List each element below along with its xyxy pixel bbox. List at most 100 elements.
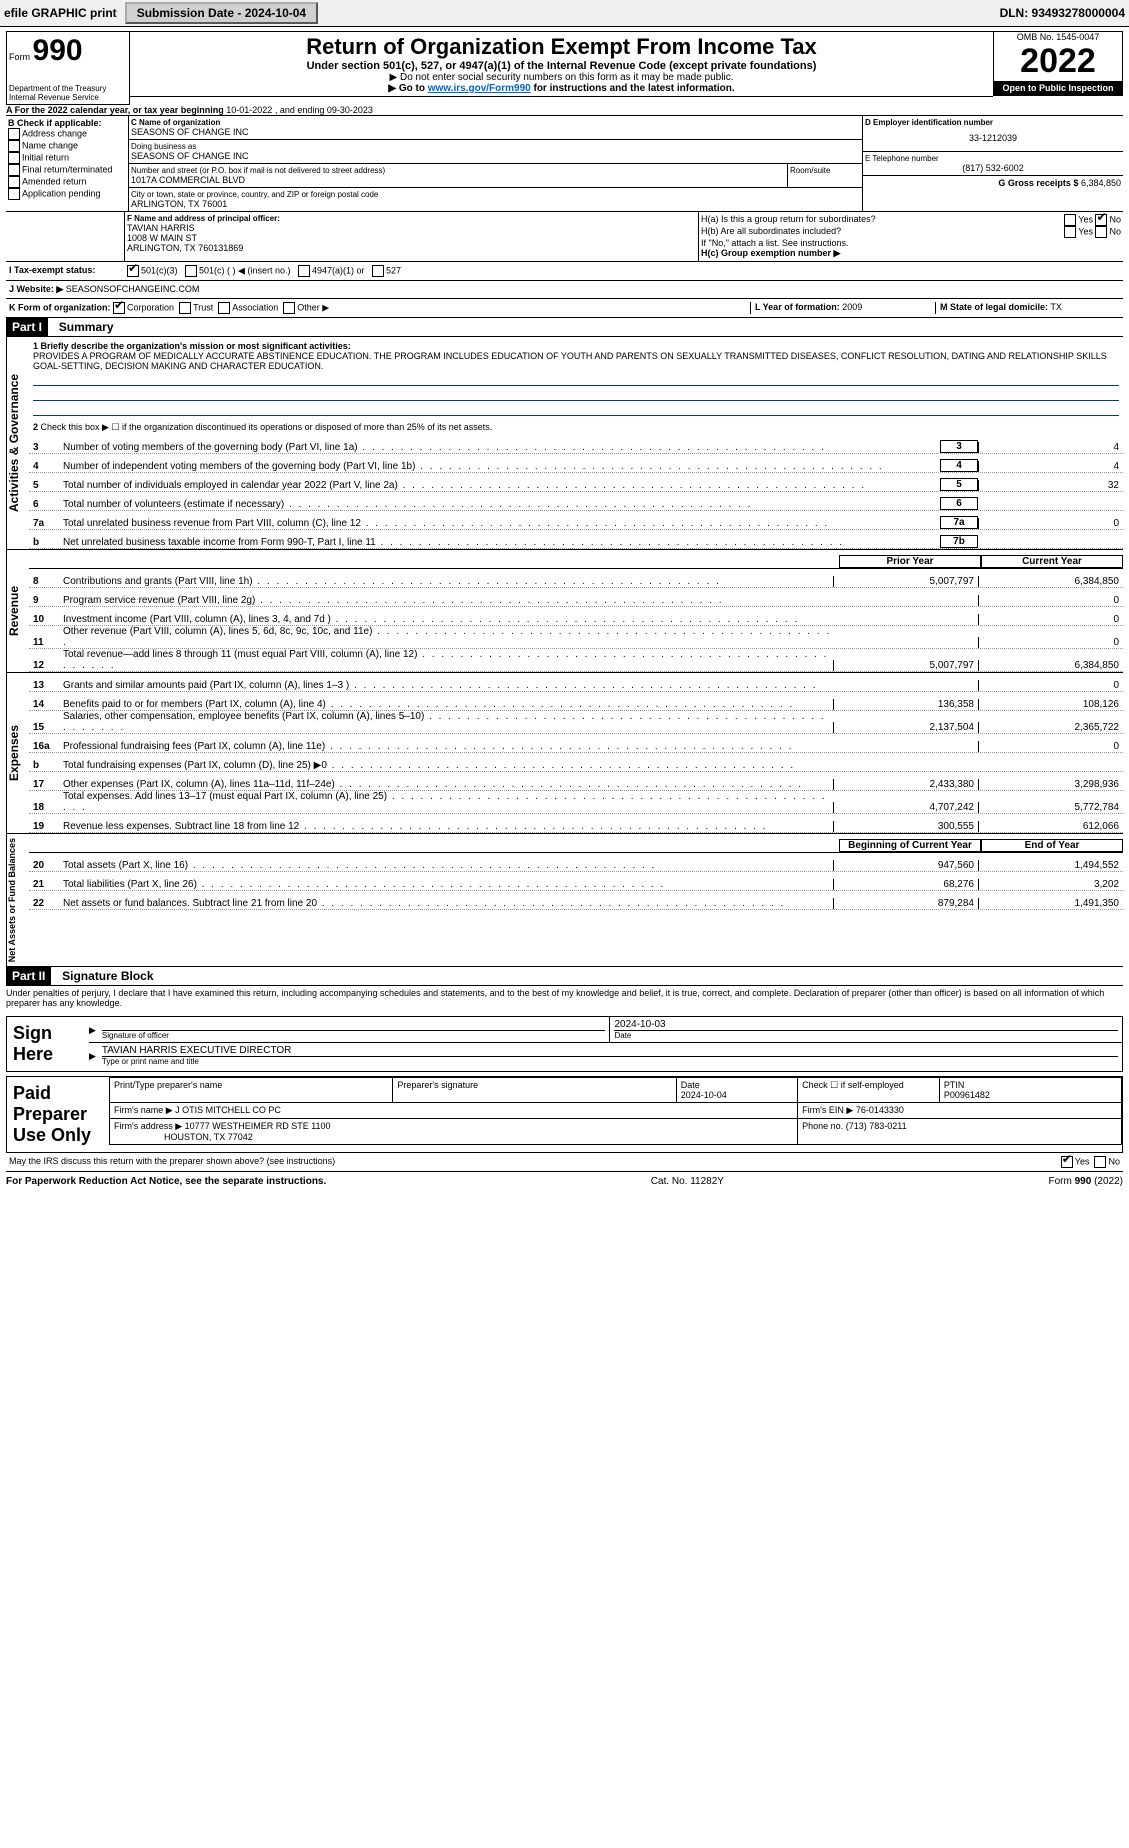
efile-label: efile GRAPHIC print: [4, 6, 117, 20]
summary-line: 13Grants and similar amounts paid (Part …: [29, 673, 1123, 692]
mission-text: PROVIDES A PROGRAM OF MEDICALLY ACCURATE…: [33, 351, 1119, 371]
col-deg: D Employer identification number 33-1212…: [863, 116, 1123, 211]
form-note-goto: ▶ Go to www.irs.gov/Form990 for instruct…: [130, 83, 993, 94]
prior-value: 2,137,504: [833, 722, 978, 733]
chk-initial: Initial return: [8, 152, 126, 164]
prep-date-label: Date: [681, 1080, 700, 1090]
submission-date-button[interactable]: Submission Date - 2024-10-04: [125, 2, 318, 24]
line-slot: 4: [940, 459, 978, 472]
officer-label: F Name and address of principal officer:: [127, 214, 696, 223]
summary-line: 7aTotal unrelated business revenue from …: [29, 511, 1123, 530]
line2-text: Check this box ▶ ☐ if the organization d…: [41, 422, 493, 432]
year-box: OMB No. 1545-0047 2022 Open to Public In…: [993, 31, 1123, 96]
j-row: J Website: ▶ SEASONSOFCHANGEINC.COM: [6, 281, 1123, 299]
chk-amended: Amended return: [8, 176, 126, 188]
sign-here-label: Sign Here: [7, 1017, 89, 1071]
col-b: B Check if applicable: Address change Na…: [6, 116, 129, 211]
gross-value: 6,384,850: [1081, 178, 1121, 188]
phone-label: E Telephone number: [865, 154, 1121, 163]
chk-501c[interactable]: [185, 265, 197, 277]
may-discuss-row: May the IRS discuss this return with the…: [6, 1153, 1123, 1172]
h-b-no[interactable]: [1095, 226, 1107, 238]
vtab-expenses: Expenses: [6, 673, 29, 833]
arrow-icon: [89, 1043, 98, 1068]
summary-exp: Expenses 13Grants and similar amounts pa…: [6, 673, 1123, 834]
dept-irs: Internal Revenue Service: [9, 93, 127, 102]
prior-value: 68,276: [833, 879, 978, 890]
firm-addr-label: Firm's address ▶: [114, 1121, 182, 1131]
prior-value: 136,358: [833, 699, 978, 710]
col-b-label: B Check if applicable:: [8, 118, 126, 128]
foot-left: For Paperwork Reduction Act Notice, see …: [6, 1176, 326, 1187]
efile-top-bar: efile GRAPHIC print Submission Date - 20…: [0, 0, 1129, 27]
summary-line: 3Number of voting members of the governi…: [29, 435, 1123, 454]
vtab-revenue: Revenue: [6, 550, 29, 672]
col-cur-hdr: Current Year: [981, 555, 1123, 568]
period-end: 09-30-2023: [327, 105, 373, 115]
h-cell: H(a) Is this a group return for subordin…: [699, 212, 1123, 261]
open-inspection: Open to Public Inspection: [994, 81, 1122, 95]
officer-name: TAVIAN HARRIS: [127, 223, 696, 233]
h-a-yes[interactable]: [1064, 214, 1076, 226]
line-slot: 7b: [940, 535, 978, 548]
firm-phone-label: Phone no.: [802, 1121, 843, 1131]
current-value: 0: [978, 614, 1123, 625]
tax-year: 2022: [994, 42, 1122, 81]
dba-label: Doing business as: [131, 142, 860, 151]
may-yes[interactable]: [1061, 1156, 1073, 1168]
part2-header: Part II Signature Block: [6, 967, 1123, 986]
chk-4947[interactable]: [298, 265, 310, 277]
current-value: 1,494,552: [978, 860, 1123, 871]
firm-ein-value: 76-0143330: [856, 1105, 904, 1115]
form-note-ssn: ▶ Do not enter social security numbers o…: [130, 72, 993, 83]
current-value: 2,365,722: [978, 722, 1123, 733]
prior-value: 947,560: [833, 860, 978, 871]
officer-h-block: F Name and address of principal officer:…: [6, 211, 1123, 262]
sig-type-label: Type or print name and title: [102, 1056, 1118, 1066]
firm-phone-value: (713) 783-0211: [846, 1121, 907, 1131]
h-a-no[interactable]: [1095, 214, 1107, 226]
chk-corp[interactable]: [113, 302, 125, 314]
addr-label: Number and street (or P.O. box if mail i…: [131, 166, 785, 175]
foot-right: Form 990 (2022): [1049, 1176, 1124, 1187]
irs-link[interactable]: www.irs.gov/Form990: [428, 83, 531, 94]
chk-527[interactable]: [372, 265, 384, 277]
line-slot: 3: [940, 440, 978, 453]
h-note: If "No," attach a list. See instructions…: [701, 238, 1121, 248]
firm-addr1: 10777 WESTHEIMER RD STE 1100: [185, 1121, 331, 1131]
current-value: 5,772,784: [978, 802, 1123, 813]
h-b-yes[interactable]: [1064, 226, 1076, 238]
website-label: J Website: ▶: [9, 284, 63, 295]
prior-value: 4,707,242: [833, 802, 978, 813]
line-slot: 5: [940, 478, 978, 491]
preparer-table: Print/Type preparer's name Preparer's si…: [109, 1077, 1122, 1145]
chk-pending: Application pending: [8, 188, 126, 200]
summary-line: bNet unrelated business taxable income f…: [29, 530, 1123, 549]
col-prior-hdr: Prior Year: [839, 555, 981, 568]
part1-title: Summary: [51, 320, 114, 334]
summary-line: 16aProfessional fundraising fees (Part I…: [29, 734, 1123, 753]
may-no[interactable]: [1094, 1156, 1106, 1168]
omb-label: OMB No. 1545-0047: [994, 32, 1122, 42]
chk-other[interactable]: [283, 302, 295, 314]
period-line: A For the 2022 calendar year, or tax yea…: [6, 105, 1123, 116]
line-slot: 6: [940, 497, 978, 510]
current-value: 6,384,850: [978, 660, 1123, 671]
current-value: 0: [978, 741, 1123, 752]
current-value: 1,491,350: [978, 898, 1123, 909]
dba-value: SEASONS OF CHANGE INC: [131, 151, 860, 161]
chk-assoc[interactable]: [218, 302, 230, 314]
col-boy-hdr: Beginning of Current Year: [839, 839, 981, 852]
officer-cell: F Name and address of principal officer:…: [125, 212, 699, 261]
period-mid: , and ending: [275, 105, 327, 115]
chk-trust[interactable]: [179, 302, 191, 314]
current-value: 0: [978, 680, 1123, 691]
officer-addr1: 1008 W MAIN ST: [127, 233, 696, 243]
chk-501c3[interactable]: [127, 265, 139, 277]
line-slot: 7a: [940, 516, 978, 529]
room-label: Room/suite: [790, 166, 860, 175]
form-number-box: Form 990 Department of the Treasury Inte…: [6, 31, 130, 105]
prep-selfemp: Check ☐ if self-employed: [802, 1080, 904, 1090]
line-value: 4: [978, 461, 1123, 472]
goto-pre: ▶ Go to: [388, 83, 427, 94]
